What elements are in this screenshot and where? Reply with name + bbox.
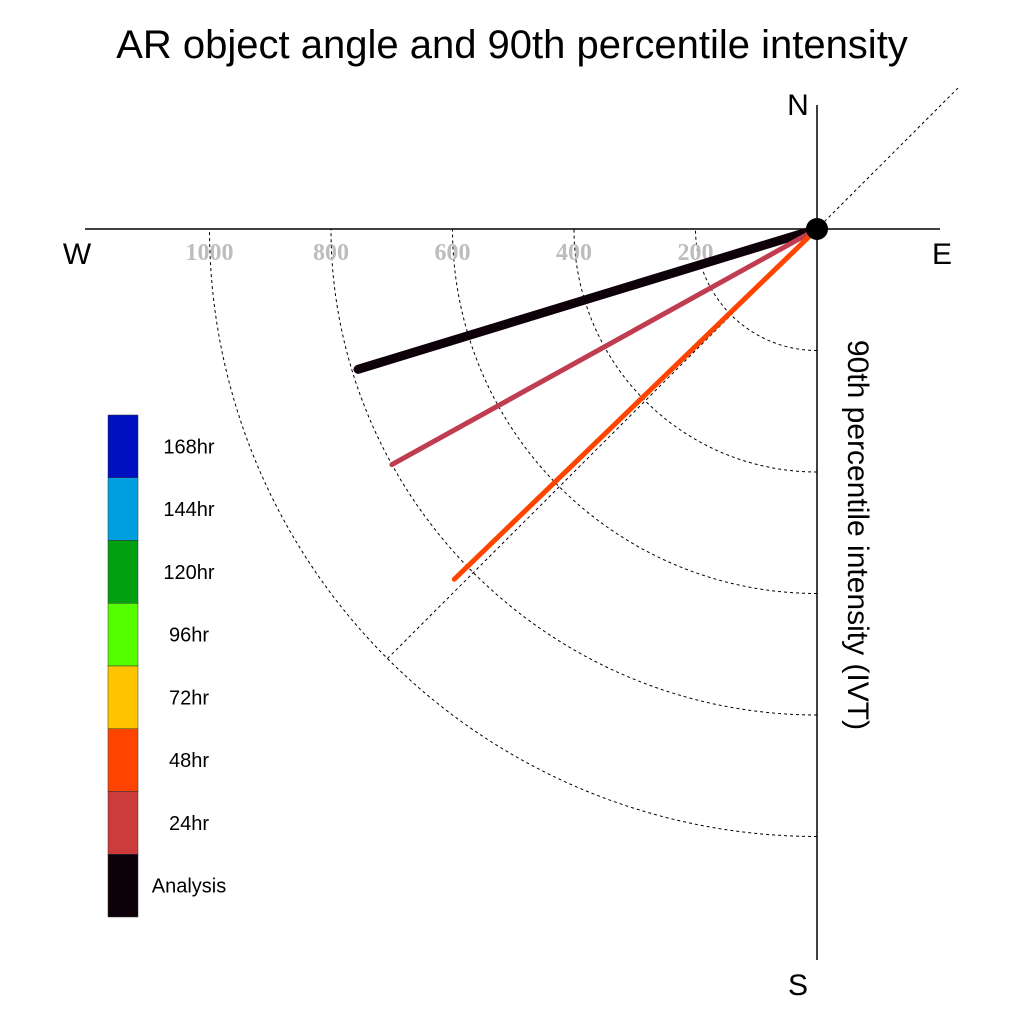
compass-east-label: E	[932, 238, 952, 271]
y-axis-label: 90th percentile intensity (IVT)	[841, 340, 874, 730]
legend-label-48hr: 48hr	[169, 750, 209, 772]
legend-label-120hr: 120hr	[163, 562, 214, 584]
legend-swatch-48hr	[107, 728, 139, 792]
legend-swatch-120hr	[107, 540, 139, 604]
legend-label-168hr: 168hr	[163, 436, 214, 458]
compass-north-label: N	[787, 89, 809, 122]
compass-south-label: S	[788, 969, 808, 1002]
origin-marker	[806, 218, 828, 240]
compass-west-label: W	[63, 238, 92, 271]
legend-swatch-168hr	[107, 414, 139, 478]
tick-label-1000: 1000	[186, 240, 234, 266]
series-line-48hr	[451, 226, 820, 582]
tick-label-800: 800	[313, 240, 349, 266]
grid-ring-600	[452, 228, 818, 594]
legend-swatch-analysis	[107, 854, 139, 918]
legend-swatch-144hr	[107, 477, 139, 541]
legend-label-96hr: 96hr	[169, 625, 209, 647]
legend: 168hr 144hr 120hr 96hr 72hr 48hr 24hr Analysis	[107, 414, 226, 918]
grid-diagonal	[387, 87, 959, 659]
grid-ring-800	[330, 228, 818, 716]
legend-swatch-96hr	[107, 603, 139, 667]
legend-label-144hr: 144hr	[163, 499, 214, 521]
tick-label-600: 600	[435, 240, 471, 266]
legend-swatch-72hr	[107, 665, 139, 729]
legend-label-24hr: 24hr	[169, 813, 209, 835]
legend-label-analysis: Analysis	[152, 876, 226, 898]
legend-label-72hr: 72hr	[169, 687, 209, 709]
chart-title: AR object angle and 90th percentile inte…	[116, 23, 908, 67]
grid-ring-400	[573, 228, 818, 473]
legend-swatch-24hr	[107, 791, 139, 855]
series-lines	[353, 224, 822, 582]
tick-label-400: 400	[556, 240, 592, 266]
grid-ring-1000	[209, 228, 818, 837]
series-line-24hr	[389, 226, 820, 468]
series-line-analysis	[353, 224, 822, 374]
grid-ring-200	[695, 228, 818, 351]
polar-grid	[209, 87, 959, 837]
